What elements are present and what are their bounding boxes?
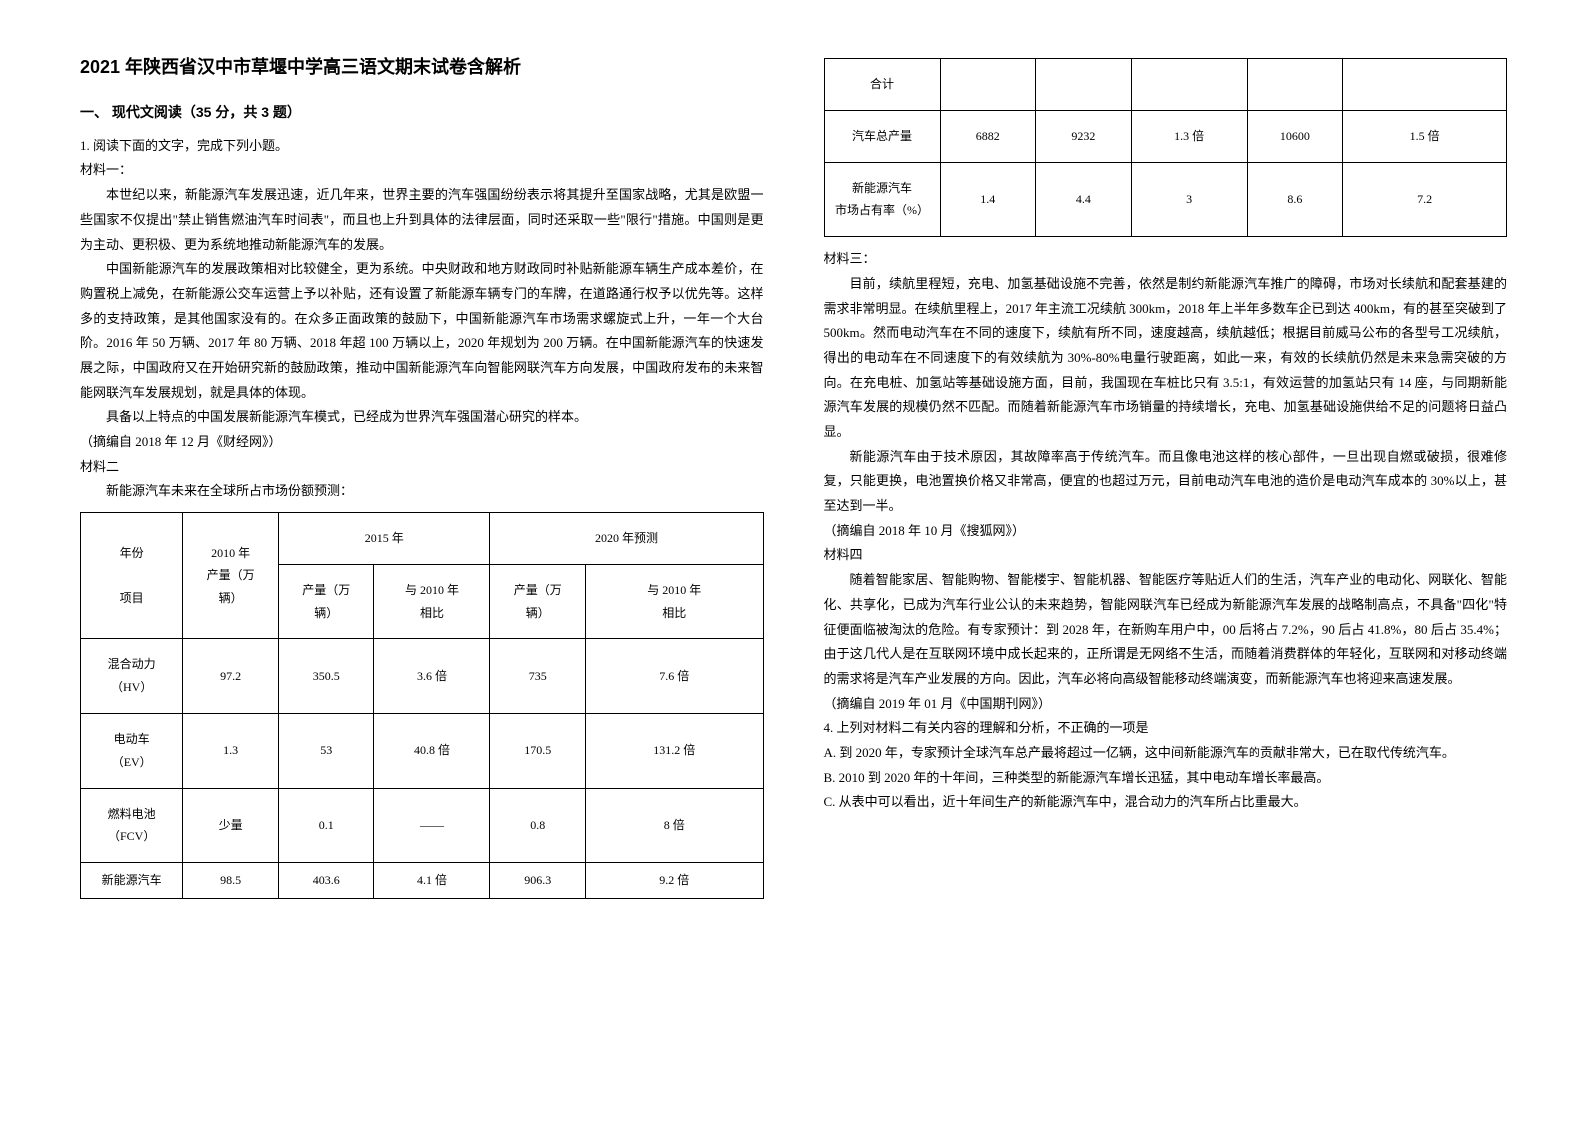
m1-para2: 中国新能源汽车的发展政策相对比较健全，更为系统。中央财政和地方财政同时补贴新能源…	[80, 257, 764, 405]
material-label: 材料一：	[80, 158, 764, 183]
cell: 906.3	[490, 863, 586, 899]
table-row: 合计	[824, 59, 1507, 111]
th-2020-vs: 与 2010 年相比	[586, 564, 763, 639]
m1-para1: 本世纪以来，新能源汽车发展迅速，近几年来，世界主要的汽车强国纷纷表示将其提升至国…	[80, 183, 764, 257]
m1-citation: （摘编自 2018 年 12 月《财经网》）	[80, 430, 764, 455]
cell: 131.2 倍	[586, 714, 763, 789]
cell: 新能源汽车市场占有率（%）	[824, 162, 940, 237]
th-2020-output: 产量（万辆）	[490, 564, 586, 639]
cell: 98.5	[183, 863, 279, 899]
section-heading: 一、 现代文阅读（35 分，共 3 题）	[80, 99, 764, 126]
m4-citation: （摘编自 2019 年 01 月《中国期刊网》）	[824, 692, 1508, 717]
cell: 10600	[1247, 110, 1343, 162]
material-label: 材料三：	[824, 247, 1508, 272]
forecast-table-part1: 年份 项目 2010 年产量（万辆） 2015 年 2020 年预测 产量（万辆…	[80, 512, 764, 899]
cell: 53	[278, 714, 374, 789]
th-item: 项目	[120, 591, 144, 605]
option-b: B. 2010 到 2020 年的十年间，三种类型的新能源汽车增长迅猛，其中电动…	[824, 766, 1508, 791]
m4-para1: 随着智能家居、智能购物、智能楼宇、智能机器、智能医疗等贴近人们的生活，汽车产业的…	[824, 568, 1508, 691]
th-2015-output: 产量（万辆）	[278, 564, 374, 639]
cell: 3.6 倍	[374, 639, 490, 714]
forecast-table-part2: 合计 汽车总产量 6882 9232 1.3 倍 10600 1.5 倍 新能源…	[824, 58, 1508, 237]
th-2010: 2010 年产量（万辆）	[183, 513, 279, 639]
cell: 电动车（EV）	[81, 714, 183, 789]
cell: 混合动力（HV）	[81, 639, 183, 714]
question-4: 4. 上列对材料二有关内容的理解和分析，不正确的一项是	[824, 716, 1508, 741]
right-column: 合计 汽车总产量 6882 9232 1.3 倍 10600 1.5 倍 新能源…	[794, 50, 1528, 1072]
m3-citation: （摘编自 2018 年 10 月《搜狐网》）	[824, 519, 1508, 544]
cell: 燃料电池（FCV）	[81, 788, 183, 863]
cell: 少量	[183, 788, 279, 863]
m2-intro: 新能源汽车未来在全球所占市场份额预测：	[80, 479, 764, 504]
option-a: A. 到 2020 年，专家预计全球汽车总产最将超过一亿辆，这中间新能源汽车的贡…	[824, 741, 1508, 766]
cell: 8.6	[1247, 162, 1343, 237]
material-label: 材料二	[80, 455, 764, 480]
table-row: 汽车总产量 6882 9232 1.3 倍 10600 1.5 倍	[824, 110, 1507, 162]
cell	[1131, 59, 1247, 111]
cell: 4.4	[1036, 162, 1132, 237]
m3-para2: 新能源汽车由于技术原因，其故障率高于传统汽车。而且像电池这样的核心部件，一旦出现…	[824, 445, 1508, 519]
cell: 合计	[824, 59, 940, 111]
cell: 新能源汽车	[81, 863, 183, 899]
table-row: 混合动力（HV） 97.2 350.5 3.6 倍 735 7.6 倍	[81, 639, 764, 714]
cell	[1247, 59, 1343, 111]
table-row: 燃料电池（FCV） 少量 0.1 —— 0.8 8 倍	[81, 788, 764, 863]
cell: 403.6	[278, 863, 374, 899]
cell: 170.5	[490, 714, 586, 789]
table-row: 新能源汽车市场占有率（%） 1.4 4.4 3 8.6 7.2	[824, 162, 1507, 237]
option-c: C. 从表中可以看出，近十年间生产的新能源汽车中，混合动力的汽车所占比重最大。	[824, 790, 1508, 815]
table-row: 新能源汽车 98.5 403.6 4.1 倍 906.3 9.2 倍	[81, 863, 764, 899]
cell: ——	[374, 788, 490, 863]
cell	[1036, 59, 1132, 111]
question-intro: 1. 阅读下面的文字，完成下列小题。	[80, 134, 764, 159]
m1-para3: 具备以上特点的中国发展新能源汽车模式，已经成为世界汽车强国潜心研究的样本。	[80, 405, 764, 430]
cell: 1.3 倍	[1131, 110, 1247, 162]
left-column: 2021 年陕西省汉中市草堰中学高三语文期末试卷含解析 一、 现代文阅读（35 …	[60, 50, 794, 1072]
material-label: 材料四	[824, 543, 1508, 568]
table-row: 电动车（EV） 1.3 53 40.8 倍 170.5 131.2 倍	[81, 714, 764, 789]
page-title: 2021 年陕西省汉中市草堰中学高三语文期末试卷含解析	[80, 50, 764, 84]
cell: 1.5 倍	[1343, 110, 1507, 162]
cell: 9.2 倍	[586, 863, 763, 899]
cell: 9232	[1036, 110, 1132, 162]
cell: 3	[1131, 162, 1247, 237]
optA-de: 的	[1249, 747, 1260, 759]
cell: 0.1	[278, 788, 374, 863]
cell: 6882	[940, 110, 1036, 162]
th-2015: 2015 年	[278, 513, 490, 565]
th-2020: 2020 年预测	[490, 513, 763, 565]
cell: 735	[490, 639, 586, 714]
cell: 40.8 倍	[374, 714, 490, 789]
m3-para1: 目前，续航里程短，充电、加氢基础设施不完善，依然是制约新能源汽车推广的障碍，市场…	[824, 272, 1508, 445]
cell: 1.4	[940, 162, 1036, 237]
cell: 350.5	[278, 639, 374, 714]
cell: 7.6 倍	[586, 639, 763, 714]
cell	[1343, 59, 1507, 111]
cell: 97.2	[183, 639, 279, 714]
cell: 1.3	[183, 714, 279, 789]
th-2015-vs: 与 2010 年相比	[374, 564, 490, 639]
cell: 0.8	[490, 788, 586, 863]
cell: 7.2	[1343, 162, 1507, 237]
cell	[940, 59, 1036, 111]
cell: 8 倍	[586, 788, 763, 863]
th-year: 年份	[120, 546, 144, 560]
optA-post: 贡献非常大，已在取代传统汽车。	[1260, 745, 1455, 760]
cell: 汽车总产量	[824, 110, 940, 162]
optA-pre: A. 到 2020 年，专家预计全球汽车总产最将超过一亿辆，这中间新能源汽车	[824, 745, 1249, 760]
cell: 4.1 倍	[374, 863, 490, 899]
